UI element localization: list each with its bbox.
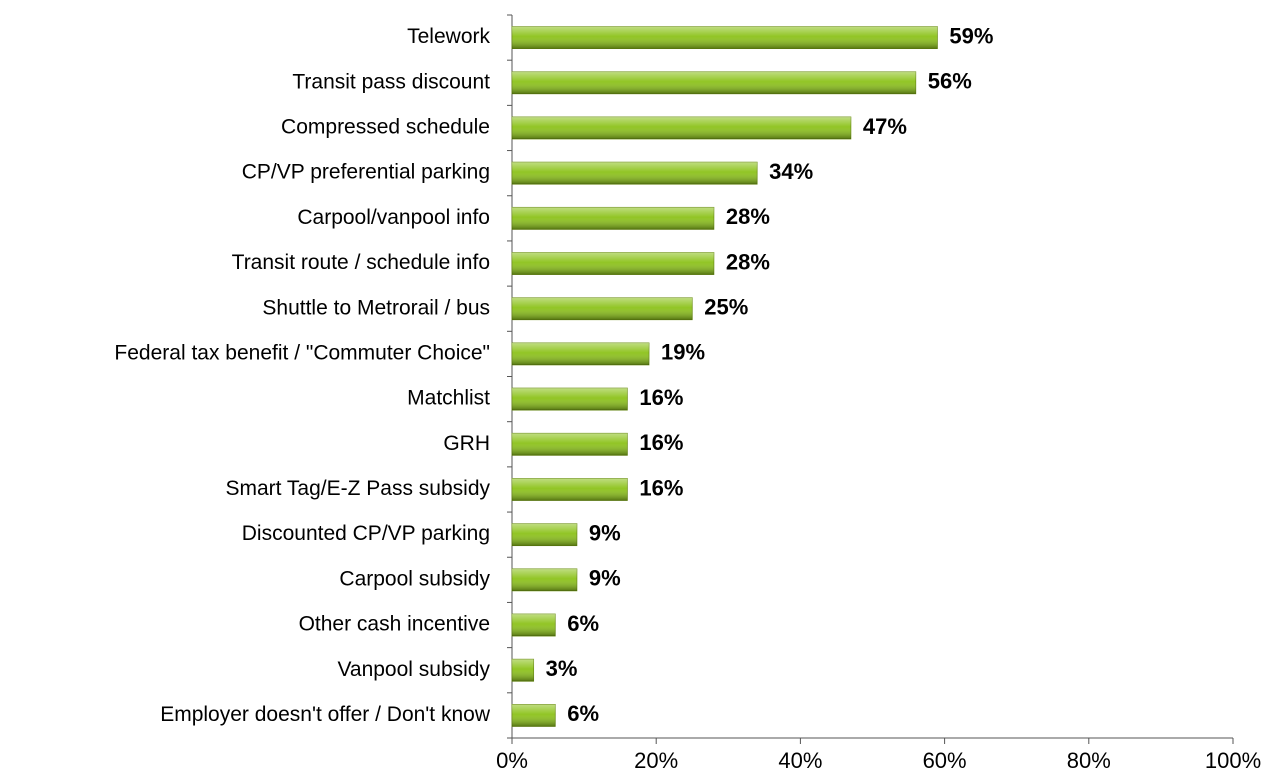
category-label: Carpool subsidy bbox=[339, 567, 490, 590]
value-label: 16% bbox=[639, 430, 683, 455]
value-label: 28% bbox=[726, 204, 770, 229]
bar-shade bbox=[512, 568, 577, 591]
category-label: CP/VP preferential parking bbox=[242, 161, 490, 184]
x-tick-label: 40% bbox=[778, 748, 822, 773]
value-label: 59% bbox=[949, 23, 993, 48]
x-tick-label: 100% bbox=[1205, 748, 1261, 773]
category-label: Other cash incentive bbox=[299, 613, 490, 636]
category-label: Shuttle to Metrorail / bus bbox=[262, 296, 490, 319]
category-label: Carpool/vanpool info bbox=[297, 206, 490, 229]
bar-shade bbox=[512, 433, 628, 456]
category-label: Compressed schedule bbox=[281, 116, 490, 139]
category-label: Transit route / schedule info bbox=[232, 251, 490, 274]
category-label: GRH bbox=[443, 432, 490, 455]
bar-shade bbox=[512, 523, 577, 546]
x-tick-label: 60% bbox=[923, 748, 967, 773]
bar-shade bbox=[512, 252, 714, 275]
value-label: 56% bbox=[928, 69, 972, 94]
bar-shade bbox=[512, 704, 556, 727]
bar-shade bbox=[512, 388, 628, 411]
value-label: 6% bbox=[567, 701, 599, 726]
category-label: Employer doesn't offer / Don't know bbox=[160, 703, 491, 726]
bar-shade bbox=[512, 614, 556, 637]
value-label: 9% bbox=[589, 566, 621, 591]
bar-shade bbox=[512, 26, 938, 49]
value-label: 9% bbox=[589, 520, 621, 545]
bar-shade bbox=[512, 116, 851, 139]
category-label: Telework bbox=[407, 25, 490, 48]
value-label: 6% bbox=[567, 611, 599, 636]
value-label: 34% bbox=[769, 159, 813, 184]
x-tick-label: 0% bbox=[496, 748, 528, 773]
x-tick-label: 80% bbox=[1067, 748, 1111, 773]
value-label: 47% bbox=[863, 114, 907, 139]
value-label: 19% bbox=[661, 340, 705, 365]
value-label: 25% bbox=[704, 295, 748, 320]
category-label: Transit pass discount bbox=[292, 70, 490, 93]
value-label: 16% bbox=[639, 475, 683, 500]
bar-shade bbox=[512, 162, 758, 185]
value-label: 28% bbox=[726, 249, 770, 274]
category-label: Smart Tag/E-Z Pass subsidy bbox=[225, 477, 490, 500]
bar-shade bbox=[512, 478, 628, 501]
value-label: 3% bbox=[546, 656, 578, 681]
bar-shade bbox=[512, 71, 916, 94]
category-label: Vanpool subsidy bbox=[337, 658, 490, 681]
x-tick-label: 20% bbox=[634, 748, 678, 773]
bar-shade bbox=[512, 297, 693, 320]
bar-shade bbox=[512, 659, 534, 682]
category-label: Federal tax benefit / "Commuter Choice" bbox=[114, 341, 490, 364]
bar-shade bbox=[512, 342, 649, 365]
category-label: Discounted CP/VP parking bbox=[242, 522, 490, 545]
value-label: 16% bbox=[639, 385, 683, 410]
bar-shade bbox=[512, 207, 714, 230]
category-label: Matchlist bbox=[407, 387, 490, 410]
